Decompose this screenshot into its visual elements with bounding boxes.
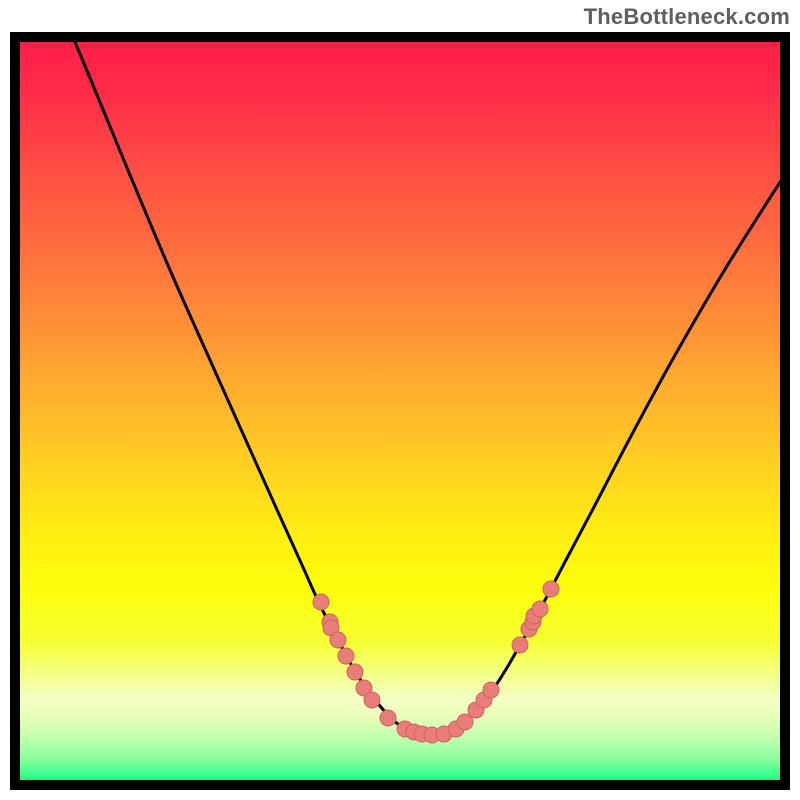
scatter-point: [380, 710, 396, 726]
scatter-point: [347, 664, 363, 680]
scatter-point: [483, 682, 499, 698]
chart-svg: [0, 0, 800, 800]
scatter-point: [338, 648, 354, 664]
chart-container: TheBottleneck.com: [0, 0, 800, 800]
scatter-point: [512, 637, 528, 653]
scatter-point: [364, 692, 380, 708]
watermark-text: TheBottleneck.com: [584, 4, 790, 30]
plot-background: [15, 37, 785, 785]
scatter-point: [313, 594, 329, 610]
scatter-point: [543, 581, 559, 597]
scatter-point: [330, 632, 346, 648]
scatter-point: [532, 601, 548, 617]
